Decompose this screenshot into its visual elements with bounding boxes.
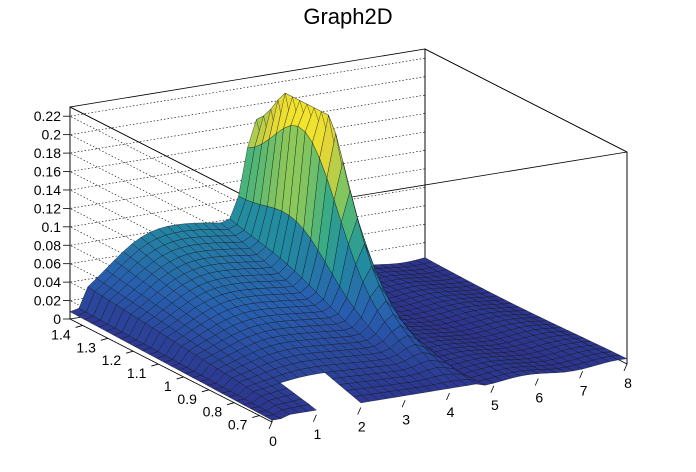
- x-tick: [579, 371, 583, 379]
- x-tick-label: 0: [269, 433, 277, 449]
- x-tick-label: 2: [358, 419, 366, 435]
- z-gridline: [69, 57, 426, 220]
- z-tick-label: 0.22: [34, 108, 61, 124]
- y-tick: [201, 389, 209, 393]
- x-tick-label: 7: [580, 382, 588, 398]
- z-gridline: [69, 76, 426, 238]
- z-tick-label: 0.06: [34, 256, 61, 272]
- y-tick: [75, 325, 83, 328]
- z-tick-label: 0: [53, 311, 61, 327]
- z-tick-label: 0.16: [34, 164, 61, 180]
- y-tick-label: 1.1: [127, 365, 147, 381]
- z-tick-label: 0.14: [34, 182, 61, 198]
- y-tick: [176, 376, 184, 380]
- surface-cell: [299, 404, 317, 412]
- z-tick-label: 0.12: [34, 200, 61, 216]
- z-axis-ticks: 0 0.02 0.04 0.06 0.08 0.1 0.12 0.14 0.16 0.18 0.2 0…: [34, 108, 70, 327]
- y-tick-label: 1.3: [76, 339, 96, 355]
- z-tick-label: 0.08: [34, 237, 61, 253]
- x-tick: [313, 414, 317, 422]
- z-tick-label: 0.04: [34, 274, 61, 290]
- y-tick: [252, 415, 260, 418]
- y-tick: [100, 337, 108, 341]
- y-tick-label: 1: [164, 378, 172, 394]
- z-tick-label: 0.1: [42, 219, 62, 235]
- y-tick-label: 0.9: [177, 391, 197, 407]
- x-axis-ticks: 0 1 2 3 4 5 6 7 8: [268, 363, 632, 449]
- x-tick: [490, 385, 495, 393]
- x-tick-label: 1: [313, 426, 321, 442]
- y-tick: [227, 402, 235, 406]
- chart-title: Graph2D: [303, 4, 393, 29]
- y-tick-label: 1.2: [102, 352, 122, 368]
- x-tick: [446, 392, 450, 401]
- y-axis-ticks: 0.7 0.8 0.9 1 1.1 1.2 1.3 1.4: [51, 325, 260, 433]
- y-tick-label: 0.7: [228, 417, 248, 433]
- z-tick-label: 0.2: [42, 127, 62, 143]
- x-tick: [268, 421, 273, 430]
- x-tick-label: 8: [624, 375, 632, 391]
- x-tick-label: 3: [402, 411, 410, 427]
- y-tick-label: 1.4: [51, 326, 71, 342]
- x-tick: [623, 363, 628, 372]
- x-tick: [401, 400, 406, 408]
- surface-mesh: [69, 92, 628, 421]
- z-tick-label: 0.18: [34, 145, 61, 161]
- box-edge: [69, 106, 273, 211]
- z-tick-label: 0.02: [34, 293, 61, 309]
- x-tick: [534, 378, 539, 386]
- x-tick: [357, 407, 362, 415]
- surface-cell: [610, 355, 628, 361]
- x-tick-label: 5: [491, 397, 499, 413]
- y-tick: [151, 363, 159, 367]
- x-tick-label: 6: [535, 390, 543, 406]
- x-tick-label: 4: [447, 404, 455, 420]
- y-tick-label: 0.8: [203, 404, 223, 420]
- y-tick: [126, 350, 134, 354]
